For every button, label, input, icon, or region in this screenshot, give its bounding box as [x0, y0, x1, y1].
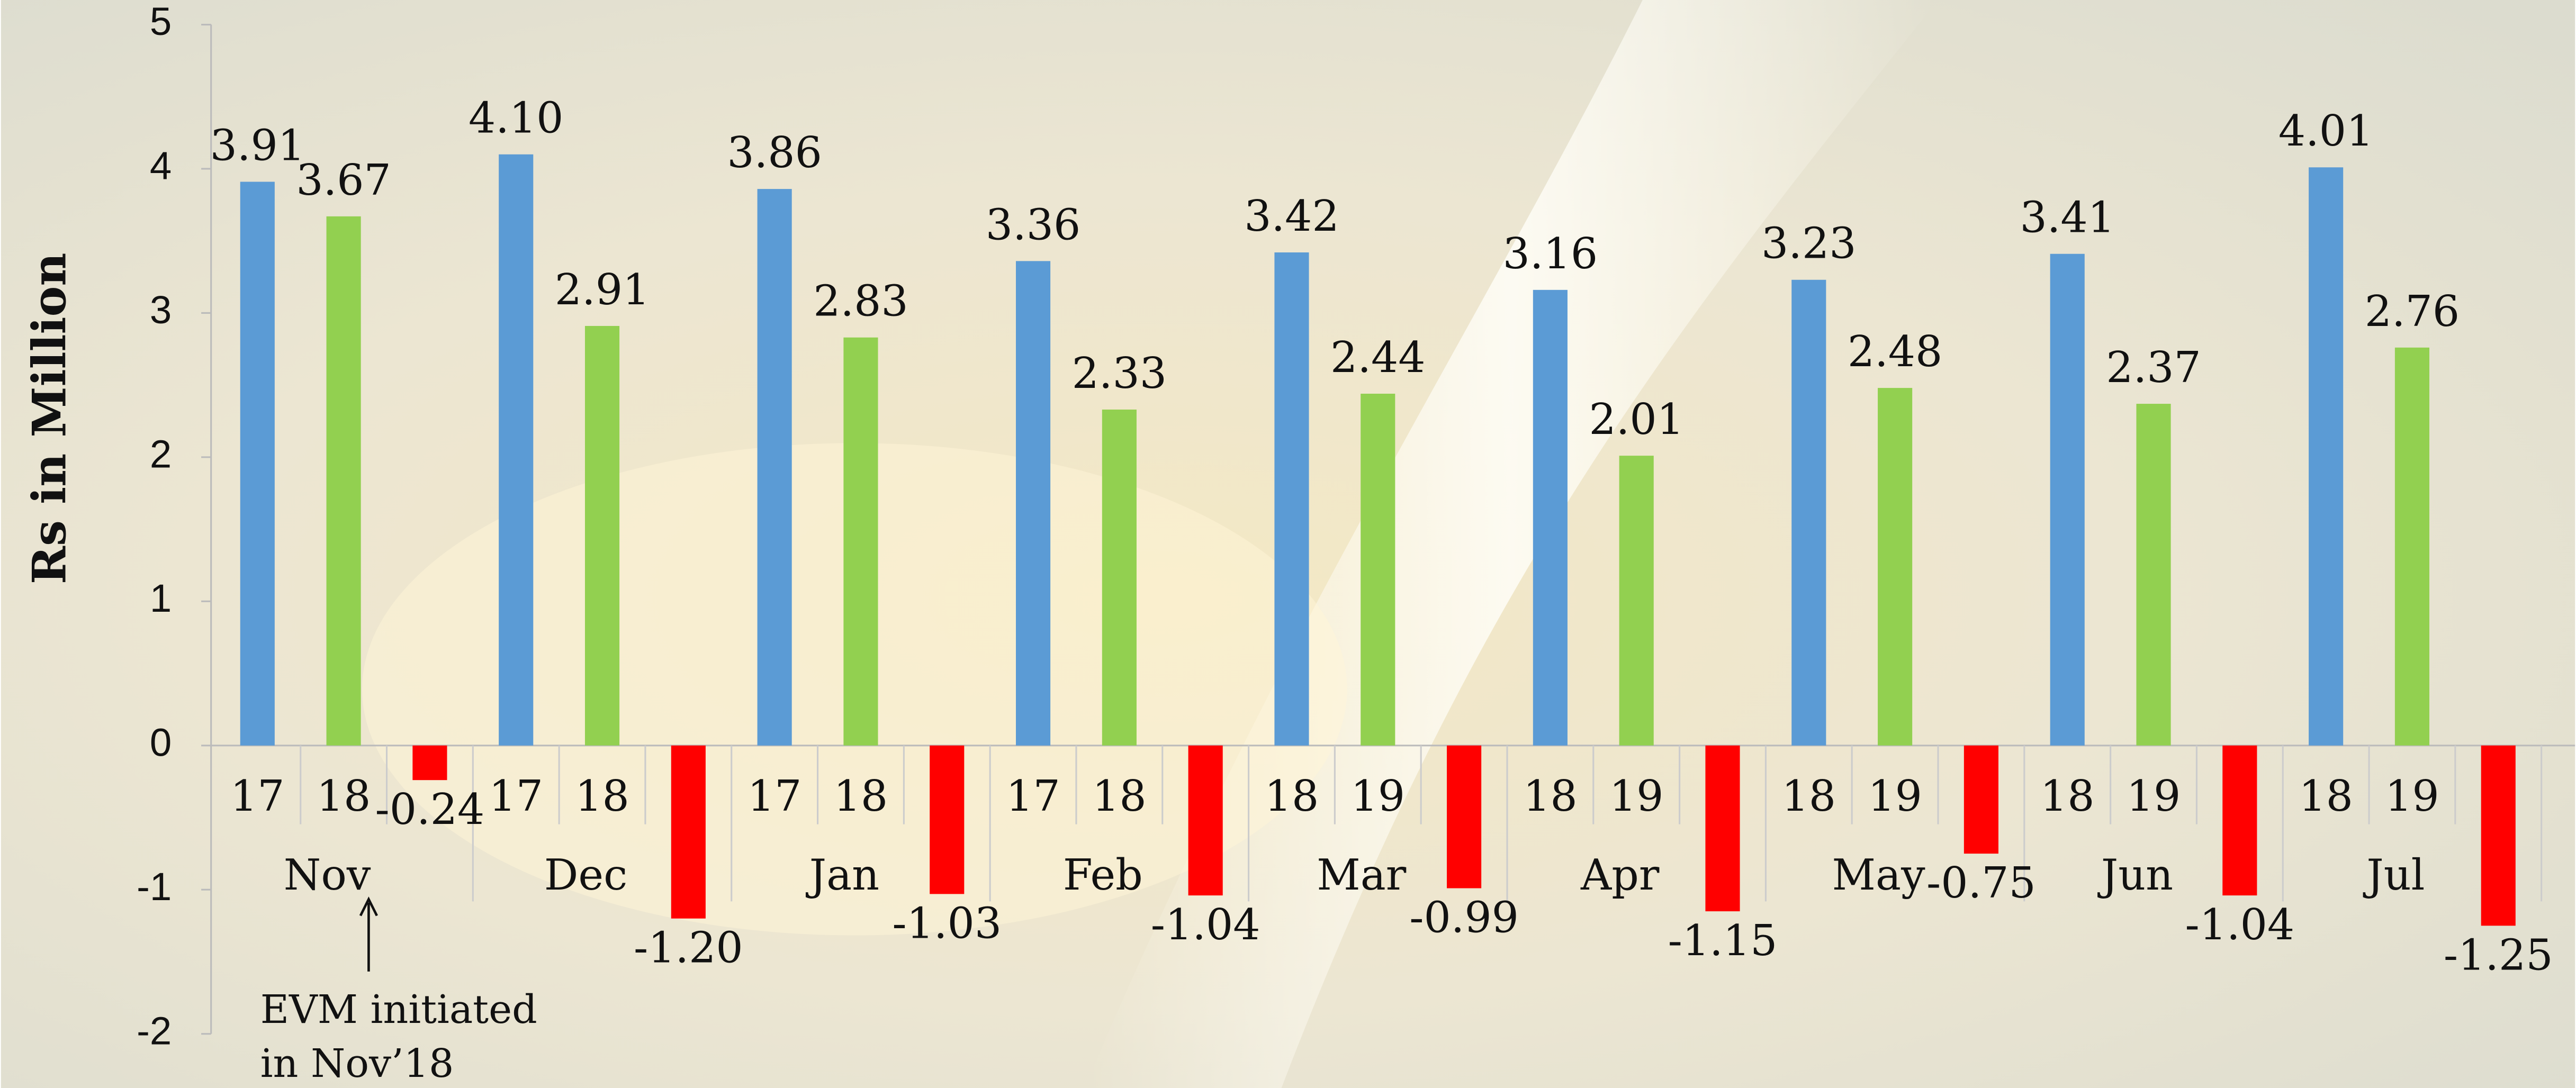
annotation-text: EVM initiated — [260, 986, 537, 1032]
y-tick-label: 4 — [150, 144, 172, 188]
bar — [2394, 347, 2430, 746]
x-tick-label: 17 — [747, 772, 802, 821]
value-label: -1.04 — [1151, 900, 1260, 950]
value-label: 3.42 — [1244, 192, 1339, 241]
annotation-arrow-head — [359, 896, 378, 917]
bar — [584, 325, 620, 746]
value-label: 3.91 — [210, 121, 305, 170]
value-label: 2.48 — [1848, 327, 1942, 377]
y-tick-label: -2 — [137, 1009, 172, 1053]
bar — [843, 337, 878, 746]
x-tick-label: 17 — [489, 772, 543, 821]
x-tick-label: 18 — [1265, 772, 1319, 821]
y-axis-label: Rs in Million — [23, 252, 77, 584]
bar — [1016, 261, 1051, 746]
y-tick-label: 0 — [150, 720, 172, 764]
x-tick-label: 18 — [2299, 772, 2353, 821]
value-label: 3.16 — [1503, 229, 1598, 279]
bar — [1361, 393, 1395, 746]
value-label: 4.01 — [2278, 106, 2373, 156]
y-tick-label: 5 — [150, 0, 172, 43]
value-label: -0.24 — [375, 785, 485, 835]
value-label: 2.76 — [2365, 287, 2460, 337]
value-label: 3.67 — [296, 156, 391, 205]
y-tick-label: 1 — [150, 576, 172, 620]
value-label: 4.10 — [469, 94, 563, 143]
value-label: 3.23 — [1761, 219, 1856, 269]
value-label: 2.33 — [1072, 349, 1167, 398]
x-tick-label: 18 — [1092, 772, 1147, 821]
bar — [1533, 289, 1568, 746]
value-label: 3.36 — [986, 200, 1080, 250]
bar — [412, 745, 447, 781]
x-tick-label: 18 — [2040, 772, 2095, 821]
value-label: -0.99 — [1409, 893, 1519, 943]
group-label: Jul — [2363, 850, 2425, 900]
x-tick-label: 19 — [2385, 772, 2439, 821]
bar — [1705, 745, 1740, 912]
bar — [1102, 409, 1137, 746]
x-tick-label: 18 — [317, 772, 371, 821]
value-label: 3.41 — [2020, 193, 2114, 243]
bar — [326, 216, 361, 746]
value-label: -0.75 — [1926, 858, 2036, 908]
value-label: -1.04 — [2185, 900, 2294, 950]
bar — [671, 745, 706, 919]
bar — [1791, 279, 1826, 746]
x-tick-label: 17 — [1006, 772, 1060, 821]
bar — [1619, 456, 1654, 746]
bar — [1447, 745, 1482, 888]
bar — [2050, 253, 2085, 746]
annotation: EVM initiated in Nov’18 — [260, 896, 537, 1086]
bar — [2222, 745, 2257, 896]
bar — [2481, 745, 2516, 926]
value-label: -1.20 — [634, 923, 743, 973]
bar — [1878, 388, 1913, 746]
x-tick-label: 17 — [230, 772, 285, 821]
y-tick-label: -1 — [137, 865, 172, 909]
x-tick-label: 18 — [575, 772, 629, 821]
x-tick-label: 19 — [2127, 772, 2181, 821]
bar — [1274, 252, 1309, 746]
bar — [2309, 167, 2344, 746]
x-tick-label: 19 — [1868, 772, 1922, 821]
x-tick-label: 18 — [1782, 772, 1836, 821]
group-label: Nov — [284, 850, 371, 900]
value-label: -1.25 — [2444, 930, 2553, 980]
x-tick-label: 19 — [1609, 772, 1664, 821]
y-tick-label: 3 — [150, 288, 172, 332]
y-tick-label: 2 — [150, 432, 172, 476]
bar — [240, 182, 275, 746]
group-label: Feb — [1063, 850, 1143, 900]
x-tick-label: 18 — [834, 772, 888, 821]
bar — [1188, 745, 1223, 896]
group-label: May — [1832, 850, 1926, 900]
value-label: 2.83 — [813, 277, 908, 327]
value-label: -1.03 — [892, 899, 1002, 948]
annotation-text: in Nov’18 — [260, 1040, 454, 1086]
value-label: 2.91 — [555, 265, 650, 315]
x-tick-label: 19 — [1350, 772, 1405, 821]
value-label: 2.37 — [2106, 343, 2201, 393]
group-label: Jun — [2097, 850, 2173, 900]
group-label: Dec — [544, 850, 627, 900]
value-label: 2.01 — [1589, 395, 1683, 445]
value-label: 2.44 — [1330, 333, 1425, 383]
milk-stream — [1084, 0, 1939, 1088]
group-label: Apr — [1580, 850, 1660, 900]
bar — [499, 154, 534, 746]
group-label: Mar — [1317, 850, 1407, 900]
group-label: Jan — [806, 850, 879, 900]
bar — [2136, 404, 2171, 746]
value-label: -1.15 — [1668, 916, 1778, 966]
bar — [757, 189, 792, 746]
bar — [930, 745, 965, 894]
bar — [1963, 745, 1998, 854]
value-label: 3.86 — [727, 128, 822, 178]
x-tick-label: 18 — [1523, 772, 1578, 821]
